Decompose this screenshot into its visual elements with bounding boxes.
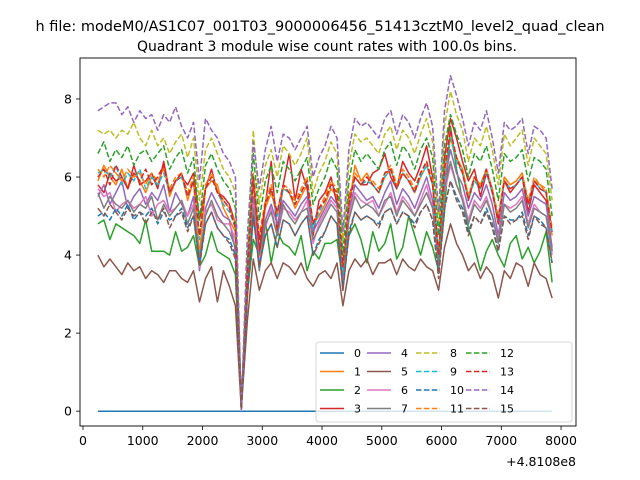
chart-title: Quadrant 3 module wise count rates with … — [137, 39, 517, 55]
x-offset-label: +4.8108e8 — [506, 454, 576, 469]
series-line-7 — [97, 160, 553, 410]
series-line-4 — [97, 148, 553, 410]
series-layer — [97, 74, 553, 412]
legend-label-0: 0 — [354, 347, 361, 360]
legend-label-10: 10 — [450, 384, 464, 397]
x-tick-label: 8000 — [545, 433, 577, 448]
legend-label-12: 12 — [500, 347, 514, 360]
legend-label-6: 6 — [401, 384, 408, 397]
legend-label-4: 4 — [401, 347, 408, 360]
series-line-13 — [97, 129, 553, 410]
legend-label-5: 5 — [401, 366, 408, 379]
series-line-6 — [97, 164, 553, 410]
series-line-2 — [97, 125, 553, 410]
legend-label-9: 9 — [450, 366, 457, 379]
x-tick-label: 7000 — [485, 433, 517, 448]
legend-label-14: 14 — [500, 384, 514, 397]
legend-label-2: 2 — [354, 384, 361, 397]
series-line-3 — [97, 117, 553, 409]
x-tick-label: 3000 — [246, 433, 278, 448]
x-tick-label: 4000 — [306, 433, 338, 448]
y-tick-label: 2 — [64, 326, 72, 341]
x-tick-label: 2000 — [187, 433, 219, 448]
y-tick-label: 4 — [64, 248, 72, 263]
chart-suptitle: h file: modeM0/AS1C07_001T03_9000006456_… — [35, 19, 604, 35]
series-line-14 — [97, 74, 553, 410]
x-tick-label: 6000 — [426, 433, 458, 448]
series-line-12 — [97, 113, 553, 410]
legend-label-15: 15 — [500, 403, 514, 416]
y-tick-label: 8 — [64, 91, 72, 106]
legend-box — [315, 341, 573, 423]
x-axis: 0 1000 2000 3000 4000 5000 6000 7000 8000 — [79, 426, 577, 448]
legend-label-7: 7 — [401, 403, 408, 416]
legend-label-8: 8 — [450, 347, 457, 360]
series-line-15 — [97, 180, 553, 410]
series-line-11 — [97, 133, 553, 410]
x-tick-label: 0 — [79, 433, 87, 448]
x-tick-label: 1000 — [127, 433, 159, 448]
legend-label-11: 11 — [450, 403, 464, 416]
series-line-5 — [97, 223, 553, 410]
axes-frame — [79, 57, 577, 427]
legend-label-13: 13 — [500, 366, 514, 379]
legend-label-1: 1 — [354, 366, 361, 379]
legend-label-3: 3 — [354, 403, 361, 416]
y-axis: 0 2 4 6 8 — [64, 91, 80, 419]
y-tick-label: 0 — [64, 404, 72, 419]
series-line-8 — [97, 90, 553, 410]
y-tick-label: 6 — [64, 170, 72, 185]
x-tick-label: 5000 — [366, 433, 398, 448]
